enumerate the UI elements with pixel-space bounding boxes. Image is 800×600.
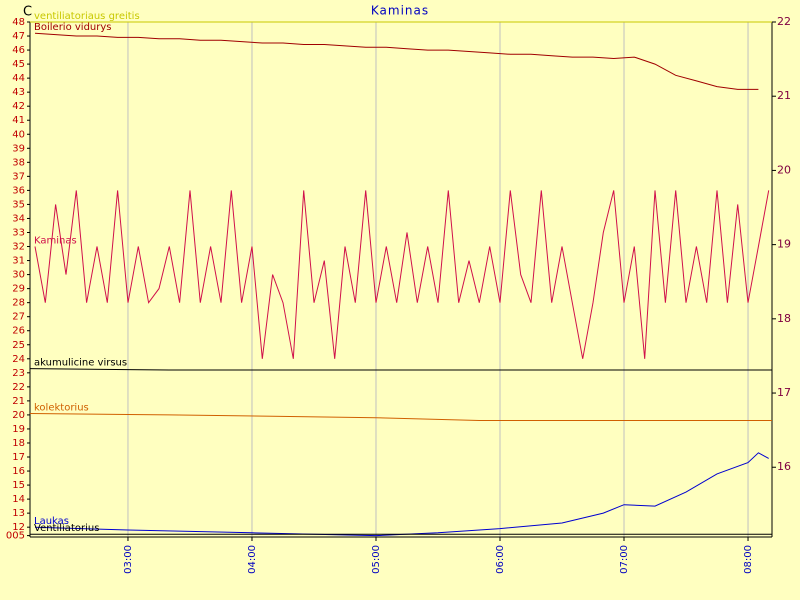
y2-tick-label: 21	[777, 89, 791, 102]
y-tick-label: 40	[12, 129, 25, 140]
legend-label: Kaminas	[34, 236, 77, 247]
legend-label: Boilerio vidurys	[34, 22, 112, 33]
y-tick-label: 31	[12, 256, 25, 267]
legend-label: ventiliatoriaus greitis	[34, 11, 140, 22]
y-tick-label: 46	[12, 45, 25, 56]
y-tick-label: 22	[12, 382, 25, 393]
y-tick-label: 20	[12, 410, 25, 421]
x-tick-label: 05:00	[371, 545, 382, 574]
y2-tick-label: 22	[777, 15, 791, 28]
series-line	[34, 452, 769, 537]
y-tick-label: 35	[12, 199, 25, 210]
y-tick-label: 37	[12, 171, 25, 182]
legend-label: Ventiliatorius	[34, 523, 99, 534]
chart-title: Kaminas	[371, 4, 429, 18]
y-tick-label: 41	[12, 115, 25, 126]
y-tick-label: 17	[12, 452, 25, 463]
y-tick-label: 42	[12, 101, 25, 112]
y-tick-label: 38	[12, 157, 25, 168]
y-tick-label: 43	[12, 87, 25, 98]
y-tick-label: 48	[12, 17, 25, 28]
y-tick-label: 47	[12, 31, 25, 42]
y-tick-label: 27	[12, 312, 25, 323]
y-tick-label: 45	[12, 59, 25, 70]
y2-tick-label: 20	[777, 163, 791, 176]
series-line	[29, 368, 772, 371]
y-tick-label: 33	[12, 227, 25, 238]
legend-label: akumulicine virsus	[34, 358, 127, 369]
y-tick-label: 16	[12, 466, 25, 477]
y-tick-label: 44	[12, 73, 25, 84]
y-tick-label: 23	[12, 368, 25, 379]
x-tick-label: 03:00	[123, 545, 134, 574]
y-tick-label: 13	[12, 508, 25, 519]
y-tick-label: 30	[12, 270, 25, 281]
series-line	[29, 413, 772, 421]
y-tick-label: 24	[12, 354, 25, 365]
y-tick-label: 19	[12, 424, 25, 435]
y-tick-label: 34	[12, 213, 25, 224]
y-tick-label: 36	[12, 185, 25, 196]
y-axis-label: C	[23, 5, 32, 20]
y-tick-label: 29	[12, 284, 25, 295]
series-line	[34, 32, 759, 90]
y2-tick-label: 18	[777, 312, 791, 325]
y-tick-label: 26	[12, 326, 25, 337]
y-tick-label: 28	[12, 298, 25, 309]
y-tick-label: 005	[6, 531, 25, 542]
x-tick-label: 04:00	[247, 545, 258, 574]
legend-label: kolektorius	[34, 403, 89, 414]
x-tick-label: 07:00	[619, 545, 630, 574]
y-tick-label: 25	[12, 340, 25, 351]
y2-tick-label: 16	[777, 460, 791, 473]
y2-tick-label: 19	[777, 238, 791, 251]
y-tick-label: 32	[12, 242, 25, 253]
x-tick-label: 06:00	[495, 545, 506, 574]
y-tick-label: 21	[12, 396, 25, 407]
y-tick-label: 12	[12, 522, 25, 533]
series-line	[34, 190, 770, 359]
y-tick-label: 18	[12, 438, 25, 449]
legend-label: Laukas	[34, 516, 69, 527]
y-tick-label: 39	[12, 143, 25, 154]
y-tick-label: 15	[12, 480, 25, 491]
y2-tick-label: 17	[777, 386, 791, 399]
x-tick-label: 08:00	[743, 545, 754, 574]
y-tick-label: 14	[12, 494, 25, 505]
